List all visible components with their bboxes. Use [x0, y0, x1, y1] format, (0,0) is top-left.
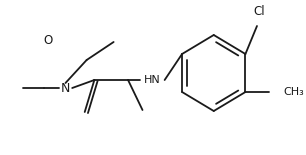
Text: O: O [43, 33, 53, 46]
Text: CH₃: CH₃ [283, 87, 304, 97]
Text: HN: HN [144, 75, 161, 85]
Text: Cl: Cl [253, 5, 265, 18]
Text: N: N [61, 82, 70, 95]
